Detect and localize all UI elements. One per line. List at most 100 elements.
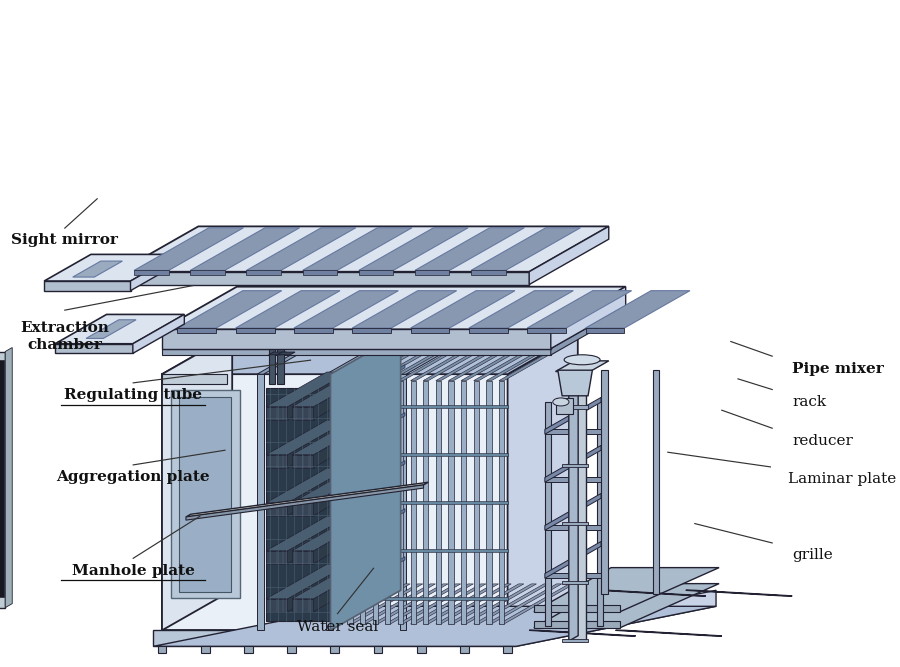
Polygon shape [162,374,227,384]
Polygon shape [335,365,405,408]
Polygon shape [534,605,620,612]
Polygon shape [335,549,508,552]
Polygon shape [544,446,601,482]
Polygon shape [486,341,562,381]
Polygon shape [534,621,620,628]
Polygon shape [330,334,400,630]
Polygon shape [448,584,524,624]
Polygon shape [562,639,588,642]
Polygon shape [288,564,348,612]
Polygon shape [86,319,136,338]
Polygon shape [517,590,716,646]
Polygon shape [133,314,184,354]
Polygon shape [352,328,392,333]
Polygon shape [5,348,13,608]
Polygon shape [179,397,231,592]
Polygon shape [410,291,515,328]
Polygon shape [186,485,424,520]
Polygon shape [569,369,586,641]
Polygon shape [544,574,601,578]
Polygon shape [292,407,313,420]
Polygon shape [415,227,525,270]
Polygon shape [385,381,391,624]
Polygon shape [415,270,449,275]
Ellipse shape [564,355,600,365]
Polygon shape [162,287,625,329]
Polygon shape [529,630,635,636]
Polygon shape [527,291,632,328]
Polygon shape [247,227,356,270]
Polygon shape [562,581,588,584]
Polygon shape [436,584,511,624]
Polygon shape [410,381,416,624]
Polygon shape [436,341,511,381]
Polygon shape [292,516,374,551]
Polygon shape [544,494,601,530]
Polygon shape [360,584,436,624]
Polygon shape [330,646,339,653]
Polygon shape [335,381,340,624]
Polygon shape [287,646,296,653]
Polygon shape [347,341,423,381]
Polygon shape [326,334,403,374]
Polygon shape [292,599,313,612]
Polygon shape [288,516,348,564]
Polygon shape [236,291,340,328]
Polygon shape [410,341,486,381]
Polygon shape [162,349,551,355]
Polygon shape [398,341,473,381]
Polygon shape [448,381,454,624]
Polygon shape [335,509,405,552]
Polygon shape [55,344,133,354]
Polygon shape [423,381,428,624]
Text: Aggregation plate: Aggregation plate [57,470,210,484]
Text: Sight mirror: Sight mirror [12,233,118,247]
Polygon shape [288,468,348,516]
Polygon shape [335,461,405,504]
Polygon shape [562,406,588,409]
Polygon shape [417,646,426,653]
Polygon shape [508,334,578,630]
Polygon shape [266,564,348,599]
Polygon shape [266,551,288,564]
Polygon shape [288,420,348,468]
Polygon shape [360,381,365,624]
Polygon shape [247,270,281,275]
Polygon shape [177,328,216,333]
Polygon shape [569,364,578,641]
Polygon shape [400,334,476,374]
Polygon shape [236,328,274,333]
Polygon shape [601,370,608,594]
Polygon shape [277,348,284,384]
Polygon shape [359,270,393,275]
Polygon shape [171,390,239,598]
Polygon shape [335,405,508,408]
Polygon shape [335,341,410,381]
Polygon shape [471,270,506,275]
Polygon shape [153,606,716,646]
Polygon shape [277,352,295,355]
Polygon shape [73,261,122,277]
Polygon shape [534,584,719,628]
Polygon shape [335,597,508,600]
Polygon shape [373,381,378,624]
Polygon shape [266,516,348,551]
Polygon shape [292,551,313,564]
Polygon shape [292,503,313,516]
Polygon shape [326,374,333,630]
Polygon shape [555,361,608,372]
Polygon shape [544,526,601,530]
Polygon shape [534,568,719,612]
Polygon shape [374,646,382,653]
Polygon shape [597,402,603,626]
Polygon shape [266,407,288,420]
Polygon shape [158,646,166,653]
Polygon shape [335,453,508,456]
Text: Regulating tube: Regulating tube [64,388,202,402]
Polygon shape [385,341,461,381]
Polygon shape [544,430,601,434]
Text: Water seal: Water seal [297,620,378,634]
Polygon shape [130,254,177,291]
Text: rack: rack [792,395,826,409]
Text: Laminar plate: Laminar plate [788,472,896,486]
